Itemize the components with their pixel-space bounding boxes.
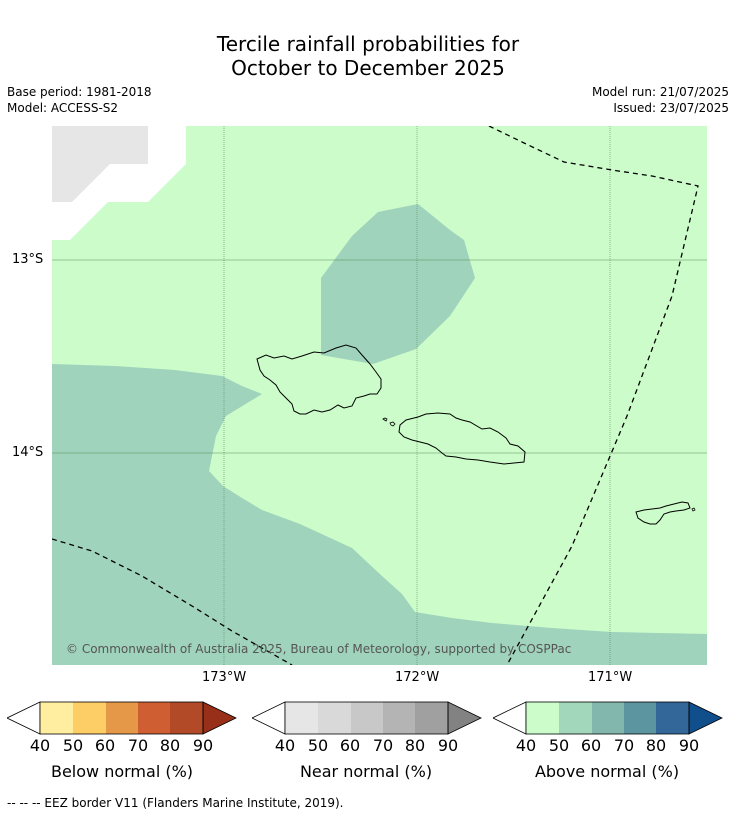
eez-border-southwest xyxy=(52,538,293,665)
lon-label-171w: 171°W xyxy=(588,670,633,685)
colorbar-tick: 80 xyxy=(159,736,181,755)
colorbar-tick: 80 xyxy=(404,736,426,755)
lat-label-13s: 13°S xyxy=(12,252,44,267)
colorbar-tick: 40 xyxy=(29,736,51,755)
colorbar-below-normal-label: Below normal (%) xyxy=(50,762,194,781)
colorbar-tick: 60 xyxy=(580,736,602,755)
map-copyright: © Commonwealth of Australia 2025, Bureau… xyxy=(66,642,572,656)
colorbar-tick: 60 xyxy=(94,736,116,755)
lat-label-14s: 14°S xyxy=(12,445,44,460)
map-title-line-2: October to December 2025 xyxy=(231,56,505,80)
map-title-line-1: Tercile rainfall probabilities for xyxy=(216,32,520,56)
colorbar-tick: 80 xyxy=(645,736,667,755)
aunuu-islet xyxy=(691,507,696,512)
upolu-island-coastline xyxy=(398,412,526,465)
colorbar-tick: 60 xyxy=(339,736,361,755)
colorbar-tick: 70 xyxy=(127,736,149,755)
model-run-date: Model run: 21/07/2025 xyxy=(591,85,729,99)
colorbar-tick: 40 xyxy=(274,736,296,755)
colorbar-near-normal-label: Near normal (%) xyxy=(299,762,433,781)
apolima-islet xyxy=(389,421,396,427)
colorbar-tick: 90 xyxy=(678,736,700,755)
above-normal-50-region-north xyxy=(321,204,475,364)
above-normal-50-region-south xyxy=(52,364,707,665)
eez-border-footnote: -- -- -- EEZ border V11 (Flanders Marine… xyxy=(7,796,344,810)
model-name: Model: ACCESS-S2 xyxy=(7,101,119,115)
eez-border-east xyxy=(488,126,699,665)
colorbar-tick: 50 xyxy=(307,736,329,755)
colorbar-tick: 50 xyxy=(548,736,570,755)
colorbar-tick: 90 xyxy=(192,736,214,755)
colorbar-tick: 90 xyxy=(437,736,459,755)
lon-label-172w: 172°W xyxy=(395,670,440,685)
savaii-island-coastline xyxy=(256,344,382,415)
colorbar-tick: 40 xyxy=(515,736,537,755)
colorbar-tick: 70 xyxy=(372,736,394,755)
no-data-grey-region xyxy=(52,126,148,202)
base-period: Base period: 1981-2018 xyxy=(7,85,152,99)
colorbar-tick: 50 xyxy=(62,736,84,755)
lon-label-173w: 173°W xyxy=(202,670,247,685)
tutuila-island-coastline xyxy=(635,501,691,525)
manono-islet xyxy=(382,417,388,422)
probability-map xyxy=(52,126,707,665)
colorbar-tick: 70 xyxy=(613,736,635,755)
issued-date: Issued: 23/07/2025 xyxy=(613,101,729,115)
colorbar-above-normal-label: Above normal (%) xyxy=(534,762,680,781)
